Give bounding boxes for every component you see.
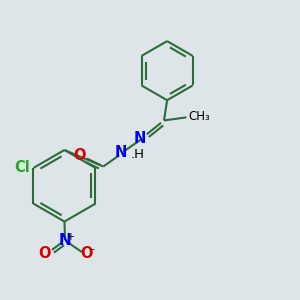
Text: O: O [80, 246, 92, 261]
Text: .H: .H [130, 148, 144, 161]
Text: +: + [66, 232, 74, 242]
Text: O: O [74, 148, 86, 163]
Text: CH₃: CH₃ [188, 110, 210, 123]
Text: N: N [133, 131, 145, 146]
Text: O: O [38, 246, 51, 261]
Text: N: N [114, 145, 127, 160]
Text: Cl: Cl [15, 160, 31, 175]
Text: ⁻: ⁻ [88, 246, 95, 259]
Text: N: N [59, 233, 71, 248]
